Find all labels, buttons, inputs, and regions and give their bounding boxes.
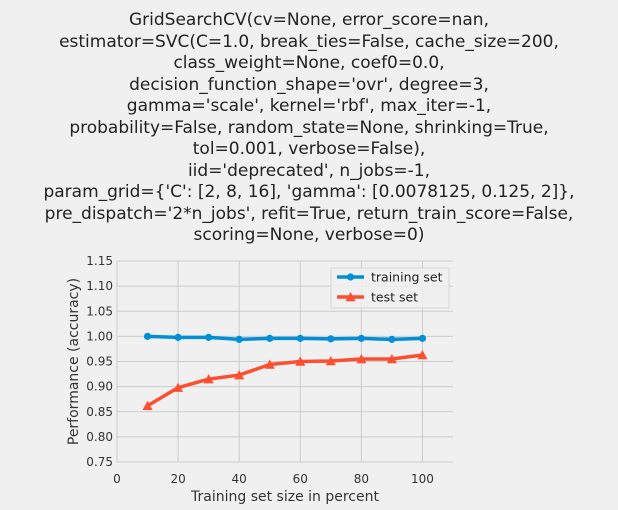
test-set-point [203,374,214,384]
x-tick-label: 20 [170,472,185,486]
legend-test-set-label: test set [371,290,418,305]
y-tick-label: 1.00 [86,329,113,343]
y-tick-label: 0.90 [86,380,113,394]
training-set-point [174,333,182,341]
x-tick-label: 80 [354,472,369,486]
test-set-point [325,355,336,366]
x-axis-label: Training set size in percent [190,489,379,505]
training-set-point [205,333,213,341]
series [142,332,428,410]
chart-title: GridSearchCV(cv=None, error_score=nan, e… [43,10,575,245]
training-set-point [418,334,427,342]
x-tick-label: 40 [232,472,247,486]
training-set-point [388,335,396,343]
training-set-point [143,332,152,340]
training-set-point [235,335,243,343]
grid [116,260,453,463]
test-set-point [356,353,367,364]
tick-labels: 0 20 40 60 80 100 0.75 0.80 0.85 0.90 0.95 1.00 1.05… [86,254,434,486]
legend-training-set-label: training set [371,270,443,285]
training-set-point [327,335,335,343]
y-tick-label: 0.95 [86,355,113,369]
test-set-point [173,382,184,392]
test-set-point [386,353,397,364]
x-tick-label: 60 [293,472,308,486]
training-set-line [147,334,423,342]
x-tick-label: 100 [411,472,434,486]
training-set-point [266,334,274,342]
test-set-point [264,359,275,369]
legend-training-set-marker [346,273,355,281]
legend-test-set-marker [345,292,356,302]
x-tick-label: 0 [113,472,121,486]
y-tick-label: 1.15 [86,254,113,268]
test-set-point [234,370,245,380]
legend: training set test set [330,267,450,309]
y-tick-label: 1.10 [86,279,113,293]
test-set-line [146,353,423,408]
y-tick-label: 0.75 [86,455,113,469]
test-set-point [295,356,306,366]
y-axis-label: Performance (accuracy) [66,278,82,445]
training-set-point [357,334,365,342]
training-set-point [296,334,304,342]
test-set-point [142,400,153,410]
test-set-point [417,349,428,360]
y-tick-label: 0.80 [86,430,113,444]
y-tick-label: 0.85 [86,405,113,419]
y-tick-label: 1.05 [86,304,113,318]
